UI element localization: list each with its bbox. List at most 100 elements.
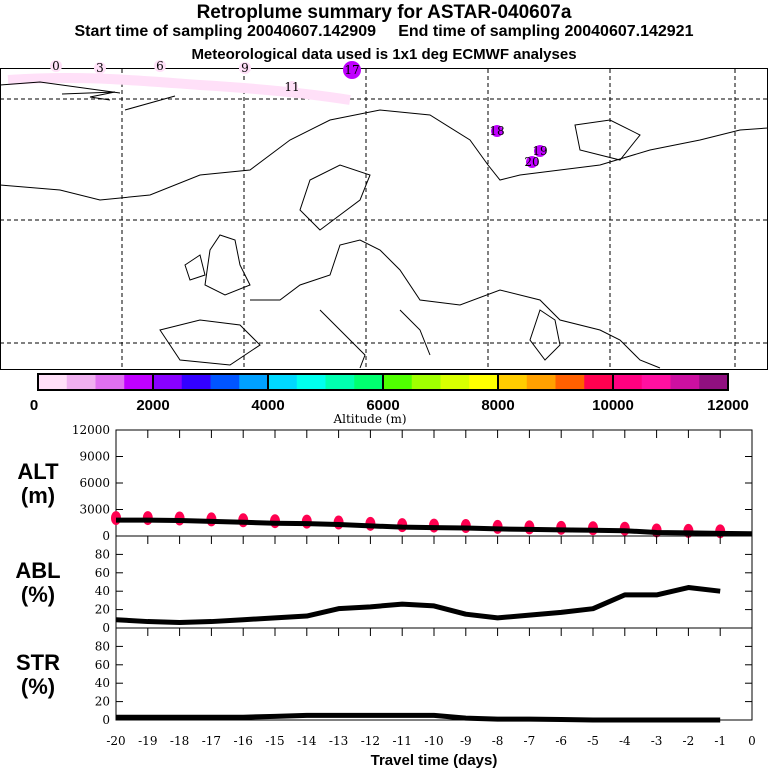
x-tick-label: -5: [587, 734, 599, 748]
colorbar-swatch: [38, 374, 68, 390]
colorbar-swatch: [296, 374, 326, 390]
map-marker-label: 3: [96, 61, 104, 75]
colorbar-swatch: [124, 374, 154, 390]
x-tick-label: -7: [524, 734, 536, 748]
colorbar-swatch: [354, 374, 384, 390]
x-tick-label: -12: [361, 734, 380, 748]
x-tick-label: -4: [619, 734, 631, 748]
x-axis-label: Travel time (days): [371, 752, 498, 768]
map-marker-dot: [534, 145, 546, 157]
y-tick-label: 0: [102, 621, 110, 635]
panel-ylabel: ABL: [15, 558, 60, 583]
map-marker-label: 20: [524, 155, 539, 169]
colorbar: 0 2000 4000 6000 8000 10000 12000: [30, 373, 749, 414]
colorbar-tick-label: 12000: [707, 397, 749, 414]
y-tick-label: 80: [95, 547, 110, 561]
panel-frame: [115, 627, 753, 721]
map-marker-dot: [239, 62, 251, 74]
panel-frame: [115, 535, 753, 629]
map-marker-label: 18: [489, 124, 504, 138]
y-tick-label: 40: [95, 676, 110, 690]
map-marker-dot: [94, 62, 106, 74]
y-tick-label: 80: [95, 639, 110, 653]
map-marker-label: 17: [344, 63, 359, 77]
map-marker-label: 0: [52, 59, 60, 73]
y-tick-label: 0: [102, 529, 110, 543]
colorbar-tick-label: 4000: [251, 397, 284, 414]
map-marker-dot: [526, 156, 538, 168]
series-line-abl: [115, 585, 721, 625]
map-marker-dot: [286, 81, 298, 93]
x-tick-label: 0: [748, 734, 756, 748]
colorbar-swatch: [325, 374, 355, 390]
y-tick-label: 20: [95, 603, 110, 617]
panel-ylabel: (%): [21, 674, 55, 699]
y-tick-label: 3000: [79, 503, 110, 517]
chart-title: Retroplume summary for ASTAR-040607a: [196, 2, 572, 23]
colorbar-swatch: [153, 374, 183, 390]
panel-str: 0 20 40 60 80 STR(%): [16, 627, 753, 727]
plume-track: [7, 72, 351, 105]
y-tick-label: 20: [95, 695, 110, 709]
y-tick-label: 6000: [79, 476, 110, 490]
colorbar-swatch: [584, 374, 614, 390]
colorbar-tick-label: 2000: [136, 397, 169, 414]
panel-ylabel: ALT: [17, 459, 59, 484]
x-tick-label: -2: [683, 734, 695, 748]
x-tick-label: -14: [297, 734, 317, 748]
map-marker-dot: [491, 125, 503, 137]
series-line-str: [116, 712, 721, 723]
x-tick-label: -16: [234, 734, 253, 748]
x-tick-label: -13: [329, 734, 348, 748]
time-series-panels: 030006000900012000ALT(m)020406080ABL(%)0…: [15, 423, 753, 727]
y-tick-label: 60: [95, 658, 110, 672]
map-marker-dot: [50, 60, 62, 72]
colorbar-swatch: [498, 374, 528, 390]
colorbar-swatch: [699, 374, 729, 390]
panel-ylabel: STR: [16, 650, 60, 675]
colorbar-tick-label: 10000: [592, 397, 634, 414]
map-marker-label: 11: [284, 80, 299, 94]
x-tick-label: -19: [138, 734, 157, 748]
y-tick-label: 60: [95, 566, 110, 580]
colorbar-swatch: [469, 374, 499, 390]
colorbar-swatch: [210, 374, 240, 390]
met-data-note: Meteorological data used is 1x1 deg ECMW…: [191, 46, 577, 63]
map-marker-label: 19: [532, 144, 547, 158]
x-tick-label: -17: [202, 734, 221, 748]
series-line-alt: [116, 517, 753, 537]
map-marker-dot: [154, 60, 166, 72]
x-tick-label: -1: [714, 734, 726, 748]
x-tick-label: -6: [555, 734, 567, 748]
map-marker-label: 6: [156, 59, 164, 73]
colorbar-swatch: [526, 374, 556, 390]
colorbar-tick-label: 6000: [366, 397, 399, 414]
y-tick-label: 40: [95, 584, 110, 598]
colorbar-swatch: [383, 374, 413, 390]
y-tick-label: 12000: [72, 423, 110, 437]
colorbar-swatch: [268, 374, 298, 390]
colorbar-label: Altitude (m): [332, 412, 406, 426]
panel-abl: 0 20 40 60 80 ABL(%): [15, 535, 753, 635]
x-tick-label: -20: [106, 734, 125, 748]
colorbar-tick-label: 8000: [481, 397, 514, 414]
colorbar-swatch: [440, 374, 470, 390]
panel-ylabel: (%): [21, 582, 55, 607]
map-gridlines: [0, 69, 768, 369]
x-tick-label: -11: [393, 734, 412, 748]
y-tick-label: 9000: [79, 450, 110, 464]
x-tick-label: -3: [651, 734, 663, 748]
coastlines: [0, 81, 768, 369]
chart-subtitle: Start time of sampling 20040607.142909 E…: [74, 23, 694, 40]
colorbar-swatch: [239, 374, 269, 390]
colorbar-swatch: [641, 374, 671, 390]
x-tick-label: -10: [424, 734, 443, 748]
colorbar-swatch: [670, 374, 700, 390]
colorbar-tick-label: 0: [30, 397, 38, 414]
panel-ylabel: (m): [21, 483, 55, 508]
map-frame: [0, 68, 768, 370]
map-marker-dot: [343, 61, 361, 79]
